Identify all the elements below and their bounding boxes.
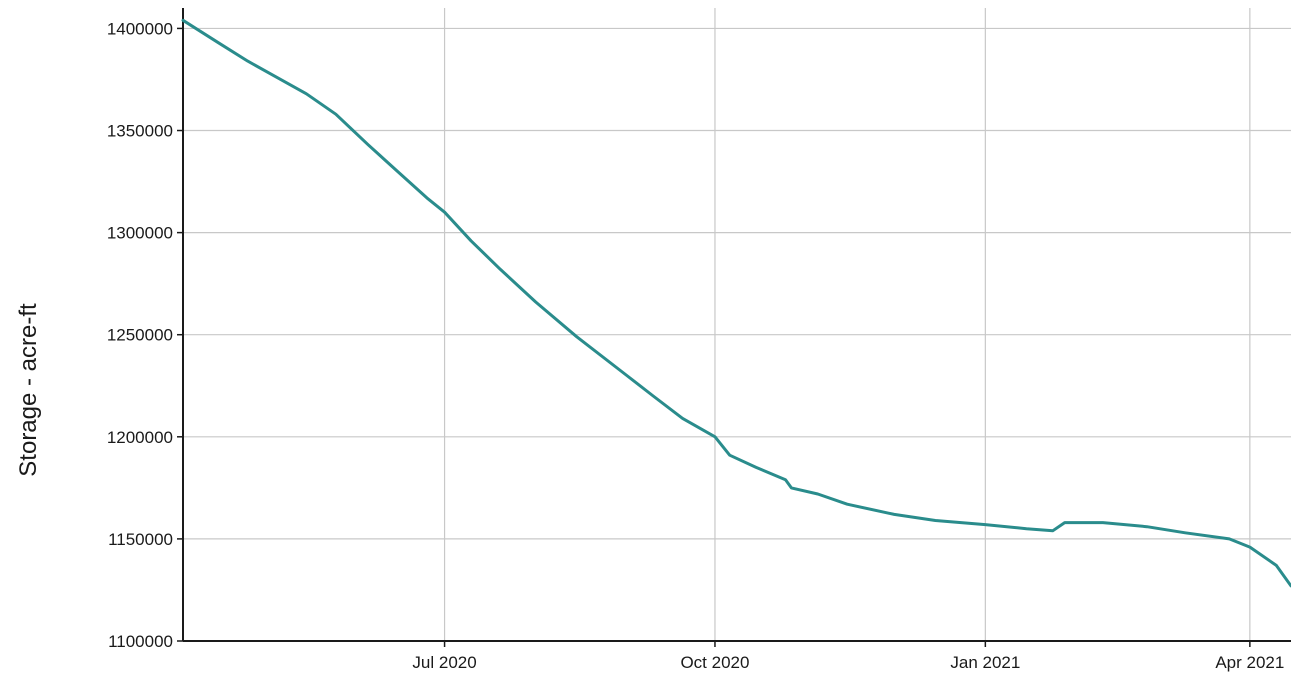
y-tick-label: 1100000 [108,632,173,651]
axis-layer [177,8,1291,647]
y-tick-label: 1400000 [107,19,173,38]
label-layer: Storage - acre-ft 1100000 1150000 1200000 1… [15,19,1284,672]
x-tick-label: Apr 2021 [1215,653,1284,672]
y-tick-label: 1300000 [107,224,173,243]
storage-series-line [181,18,1291,588]
y-axis-title: Storage - acre-ft [15,303,42,477]
x-tick-label: Jan 2021 [950,653,1020,672]
y-tick-label: 1200000 [107,428,173,447]
series-layer [181,18,1291,588]
y-tick-label: 1150000 [108,530,173,549]
x-tick-label: Oct 2020 [680,653,749,672]
y-tick-label: 1350000 [107,122,173,141]
x-tick-label: Jul 2020 [412,653,476,672]
y-tick-label: 1250000 [107,326,173,345]
grid-layer [183,8,1291,642]
